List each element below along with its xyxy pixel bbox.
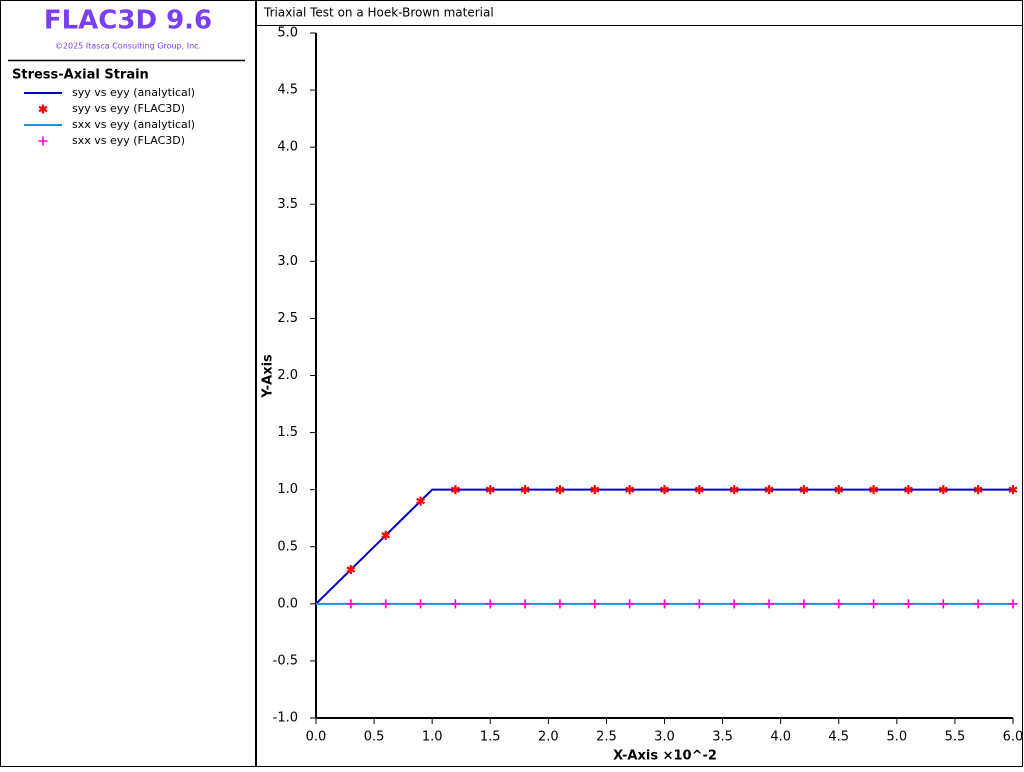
y-tick-label: 3.0	[277, 254, 298, 269]
legend-label: sxx vs eyy (FLAC3D)	[72, 134, 185, 147]
asterisk-marker	[485, 485, 495, 495]
plus-marker	[973, 599, 983, 609]
x-tick-label: 0.0	[306, 730, 327, 745]
plus-marker	[590, 599, 600, 609]
asterisk-marker	[416, 496, 426, 506]
asterisk-marker	[694, 485, 704, 495]
copyright: ©2025 Itasca Consulting Group, Inc.	[55, 42, 201, 51]
x-tick-label: 2.5	[596, 730, 617, 745]
plus-marker	[625, 599, 635, 609]
y-tick-label: 4.0	[277, 140, 298, 155]
asterisk-marker	[764, 485, 774, 495]
plus-marker	[764, 599, 774, 609]
y-tick-label: 4.5	[277, 83, 298, 98]
asterisk-marker	[729, 485, 739, 495]
y-tick-label: 1.5	[277, 425, 298, 440]
x-tick-label: 1.5	[480, 730, 501, 745]
x-tick-label: 5.0	[886, 730, 907, 745]
plus-marker	[903, 599, 913, 609]
plus-marker	[729, 599, 739, 609]
y-tick-label: 5.0	[277, 26, 298, 41]
asterisk-marker	[903, 485, 913, 495]
plus-marker	[869, 599, 879, 609]
asterisk-marker	[555, 485, 565, 495]
y-tick-label: -0.5	[273, 653, 298, 668]
plus-marker	[416, 599, 426, 609]
sidebar-frame	[0, 0, 256, 767]
series-line	[315, 488, 1013, 605]
x-tick-label: 6.0	[1003, 730, 1024, 745]
asterisk-marker	[660, 485, 669, 495]
asterisk-marker	[450, 485, 460, 495]
asterisk-marker	[1008, 485, 1018, 495]
plus-marker	[450, 599, 460, 609]
asterisk-marker	[799, 485, 809, 495]
plus-marker	[485, 599, 495, 609]
y-tick-label: 2.5	[277, 311, 298, 326]
plus-marker	[799, 599, 809, 609]
plot-frame	[256, 0, 1023, 767]
x-tick-label: 1.0	[422, 730, 443, 745]
y-tick-label: 0.0	[277, 596, 298, 611]
plus-marker	[694, 599, 704, 609]
legend-label: syy vs eyy (FLAC3D)	[72, 102, 185, 115]
x-tick-label: 0.5	[364, 730, 385, 745]
x-tick-label: 4.0	[770, 730, 791, 745]
asterisk-marker	[520, 485, 530, 495]
x-axis-label: X-Axis ×10^-2	[613, 749, 717, 764]
plus-marker	[520, 599, 530, 609]
plus-marker	[938, 599, 948, 609]
plus-marker	[834, 599, 844, 609]
legend-label: sxx vs eyy (analytical)	[72, 118, 195, 131]
asterisk-marker	[381, 530, 391, 540]
y-tick-label: 0.5	[277, 539, 298, 554]
plus-marker	[346, 599, 356, 609]
asterisk-marker	[625, 485, 635, 495]
asterisk-marker	[834, 485, 844, 495]
legend-marker	[38, 136, 48, 146]
y-tick-label: 1.0	[277, 482, 298, 497]
y-tick-label: 3.5	[277, 197, 298, 212]
plus-marker	[555, 599, 565, 609]
x-tick-label: 3.0	[654, 730, 675, 745]
legend-label: syy vs eyy (analytical)	[72, 86, 195, 99]
plus-marker	[1008, 599, 1018, 609]
y-tick-label: -1.0	[273, 711, 298, 726]
x-tick-label: 4.5	[828, 730, 849, 745]
plot-name: Stress-Axial Strain	[12, 68, 149, 83]
asterisk-marker	[346, 565, 356, 575]
plus-marker	[660, 599, 669, 609]
asterisk-marker	[973, 485, 983, 495]
asterisk-marker	[590, 485, 600, 495]
asterisk-marker	[938, 485, 948, 495]
x-tick-label: 3.5	[712, 730, 733, 745]
legend-marker	[38, 104, 48, 114]
y-tick-label: 2.0	[277, 368, 298, 383]
plus-marker	[381, 599, 391, 609]
x-tick-label: 2.0	[538, 730, 559, 745]
y-axis-label: Y-Axis	[261, 354, 276, 399]
asterisk-marker	[869, 485, 879, 495]
chart-title: Triaxial Test on a Hoek-Brown material	[263, 6, 494, 20]
product-title: FLAC3D 9.6	[44, 6, 212, 36]
x-tick-label: 5.5	[945, 730, 966, 745]
